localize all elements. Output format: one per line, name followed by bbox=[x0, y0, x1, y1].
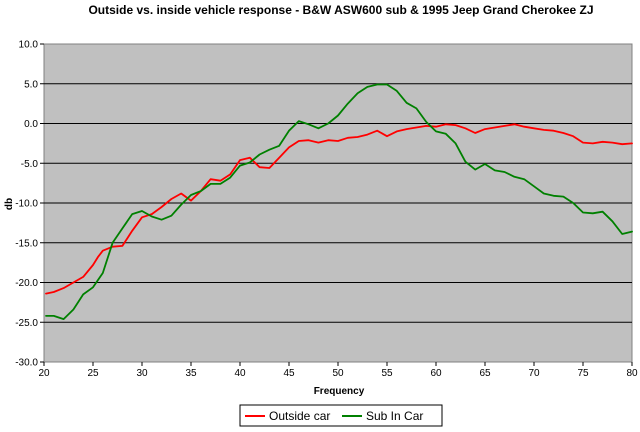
y-tick-label: 10.0 bbox=[19, 40, 39, 51]
y-tick-label: 0.0 bbox=[24, 119, 38, 130]
series-line-sub-in-car bbox=[45, 83, 633, 321]
x-tick-label: 80 bbox=[626, 368, 638, 379]
legend-label-outside-car: Outside car bbox=[269, 409, 330, 423]
y-tick-label: 5.0 bbox=[24, 79, 38, 90]
x-tick-label: 30 bbox=[136, 368, 148, 379]
y-tick-label: -10.0 bbox=[15, 199, 38, 210]
x-tick-label: 55 bbox=[381, 368, 393, 379]
x-tick-label: 25 bbox=[87, 368, 99, 379]
x-tick-label: 50 bbox=[332, 368, 344, 379]
y-tick-label: -5.0 bbox=[21, 159, 39, 170]
y-tick-label: -20.0 bbox=[15, 278, 38, 289]
x-axis-label: Frequency bbox=[314, 386, 365, 397]
y-axis-ticks: 10.0 5.0 0.0 -5.0 -10.0 -15.0 -20.0 -25.0 -30.0 bbox=[15, 40, 44, 369]
x-tick-label: 70 bbox=[528, 368, 540, 379]
y-tick-label: -30.0 bbox=[15, 358, 38, 369]
legend-box bbox=[239, 404, 443, 427]
x-axis-ticks: 20 25 30 35 40 45 50 55 60 65 70 75 80 bbox=[38, 362, 638, 379]
x-tick-label: 65 bbox=[479, 368, 491, 379]
x-tick-label: 75 bbox=[577, 368, 589, 379]
y-tick-label: -25.0 bbox=[15, 318, 38, 329]
series-lines bbox=[45, 83, 633, 321]
x-tick-label: 60 bbox=[430, 368, 442, 379]
series-line-outside-car bbox=[45, 123, 633, 295]
legend: Outside car Sub In Car bbox=[239, 404, 443, 427]
x-tick-label: 35 bbox=[185, 368, 197, 379]
chart-title: Outside vs. inside vehicle response - B&… bbox=[88, 3, 593, 17]
x-tick-label: 45 bbox=[283, 368, 295, 379]
y-axis-label: db bbox=[4, 198, 15, 210]
gridlines bbox=[44, 83, 632, 323]
y-tick-label: -15.0 bbox=[15, 238, 38, 249]
x-tick-label: 20 bbox=[38, 368, 50, 379]
x-tick-label: 40 bbox=[234, 368, 246, 379]
legend-label-sub-in-car: Sub In Car bbox=[366, 409, 423, 423]
